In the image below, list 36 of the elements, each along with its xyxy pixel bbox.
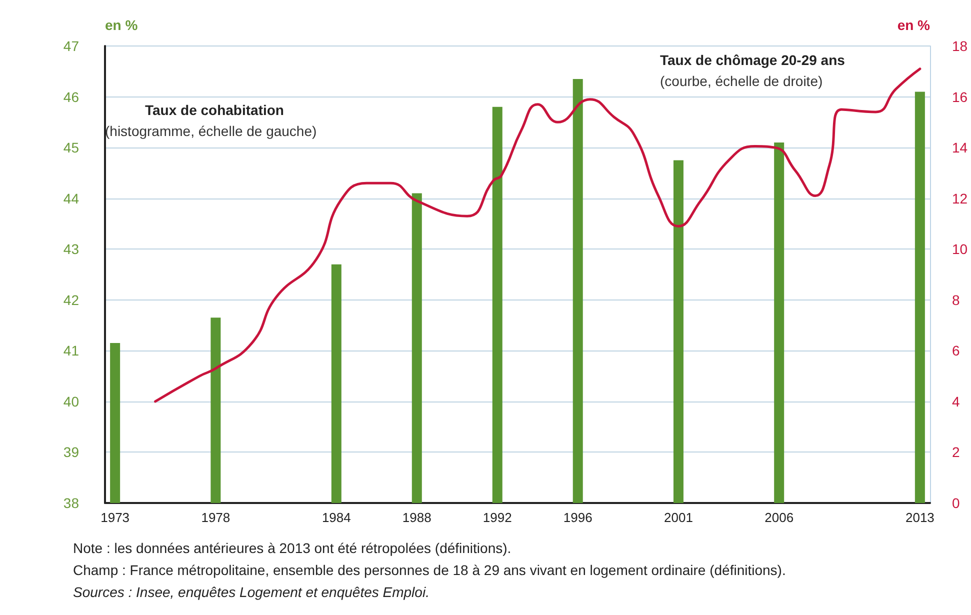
y2-tick-label: 10	[952, 241, 968, 258]
x-tick-label: 2006	[764, 510, 794, 525]
y-tick-label: 40	[63, 393, 80, 410]
y-tick-label: 43	[63, 241, 80, 258]
y-tick-label: 45	[63, 140, 80, 156]
source-note: Sources : Insee, enquêtes Logement et enquêtes Emploi.	[73, 584, 430, 600]
y2-axis-title: en %	[897, 17, 931, 33]
x-tick-label: 1973	[100, 510, 130, 525]
y2-tick-label: 8	[952, 292, 960, 308]
x-tick-label: 1992	[482, 510, 512, 525]
x-tick-label: 2001	[664, 510, 693, 525]
y-tick-label: 39	[63, 444, 80, 460]
text: Champ : France métropolitaine, ensemble des personnes de 18 à 29 ans vivant en logement ordinaire (définitions).	[73, 562, 786, 578]
y-tick-label: 41	[63, 342, 80, 359]
y2-tick-label: 18	[952, 38, 968, 54]
y2-tick-label: 0	[952, 495, 960, 511]
annotation: Taux de cohabitation (histogramme, échelle de gauche)	[105, 102, 317, 139]
x-tick-label: 1988	[402, 510, 432, 525]
y2-tick-label: 6	[952, 342, 960, 359]
y-tick-label: 38	[63, 495, 80, 511]
y2-tick-label: 14	[952, 140, 968, 156]
y2-tick-label: 12	[952, 190, 968, 206]
annotation: Taux de chômage 20-29 ans (courbe, échelle de droite)	[660, 52, 846, 89]
y-axis-title: en %	[105, 17, 138, 33]
y-tick-label: 47	[63, 38, 80, 54]
y-tick-label: 44	[63, 190, 80, 206]
x-tick-label: 1978	[201, 510, 230, 525]
text: Note : les données antérieures à 2013 ont été rétropolées (définitions).	[73, 540, 512, 556]
x-tick-label: 1984	[322, 510, 351, 525]
y-tick-label: 46	[63, 88, 80, 105]
y2-tick-label: 2	[952, 444, 960, 460]
y-tick-label: 42	[63, 292, 80, 308]
y2-tick-label: 16	[952, 88, 968, 105]
x-tick-label: 2013	[905, 510, 934, 525]
x-tick-label: 1996	[563, 510, 592, 525]
y2-tick-label: 4	[952, 393, 960, 410]
